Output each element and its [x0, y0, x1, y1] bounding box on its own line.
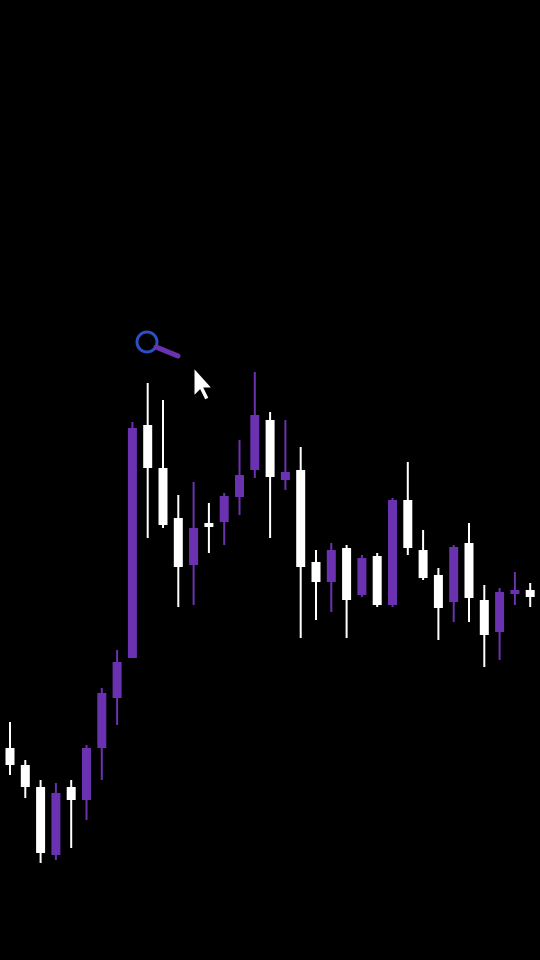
candle-body: [97, 693, 107, 748]
candle-body: [36, 787, 46, 853]
candle-body: [449, 547, 459, 602]
candle-body: [403, 500, 413, 548]
candle-body: [372, 556, 382, 605]
candle-body: [357, 558, 367, 595]
candle-body: [342, 548, 352, 600]
candle-body: [495, 592, 505, 632]
candle-body: [143, 425, 153, 468]
candle-body: [235, 475, 244, 497]
candle-body: [525, 590, 535, 597]
magnifier-icon: [135, 330, 181, 359]
candle-body: [20, 765, 30, 787]
candle-body: [127, 428, 137, 658]
candle-body: [296, 470, 306, 567]
candle-body: [219, 496, 229, 522]
candle-body: [418, 550, 428, 578]
candle-body: [51, 793, 61, 855]
candle-body: [265, 420, 275, 477]
candle-body: [464, 543, 474, 598]
candle-body: [66, 787, 76, 800]
candle-body: [158, 468, 168, 525]
candle-body: [250, 415, 260, 470]
magnifier-handle: [153, 344, 181, 359]
candle-body: [280, 472, 290, 480]
candle-body: [82, 748, 91, 800]
candle-body: [204, 523, 214, 527]
candle-body: [326, 550, 336, 582]
candle-body: [5, 748, 15, 765]
mouse-cursor: [193, 366, 214, 401]
magnifier-lens: [135, 330, 159, 354]
candle-body: [479, 600, 489, 635]
candle-body: [433, 575, 443, 608]
candle-body: [173, 518, 183, 567]
candle-body: [189, 528, 199, 565]
candle-body: [311, 562, 321, 582]
candle-body: [510, 590, 520, 594]
candle-body: [388, 500, 397, 605]
candle-body: [112, 662, 122, 698]
